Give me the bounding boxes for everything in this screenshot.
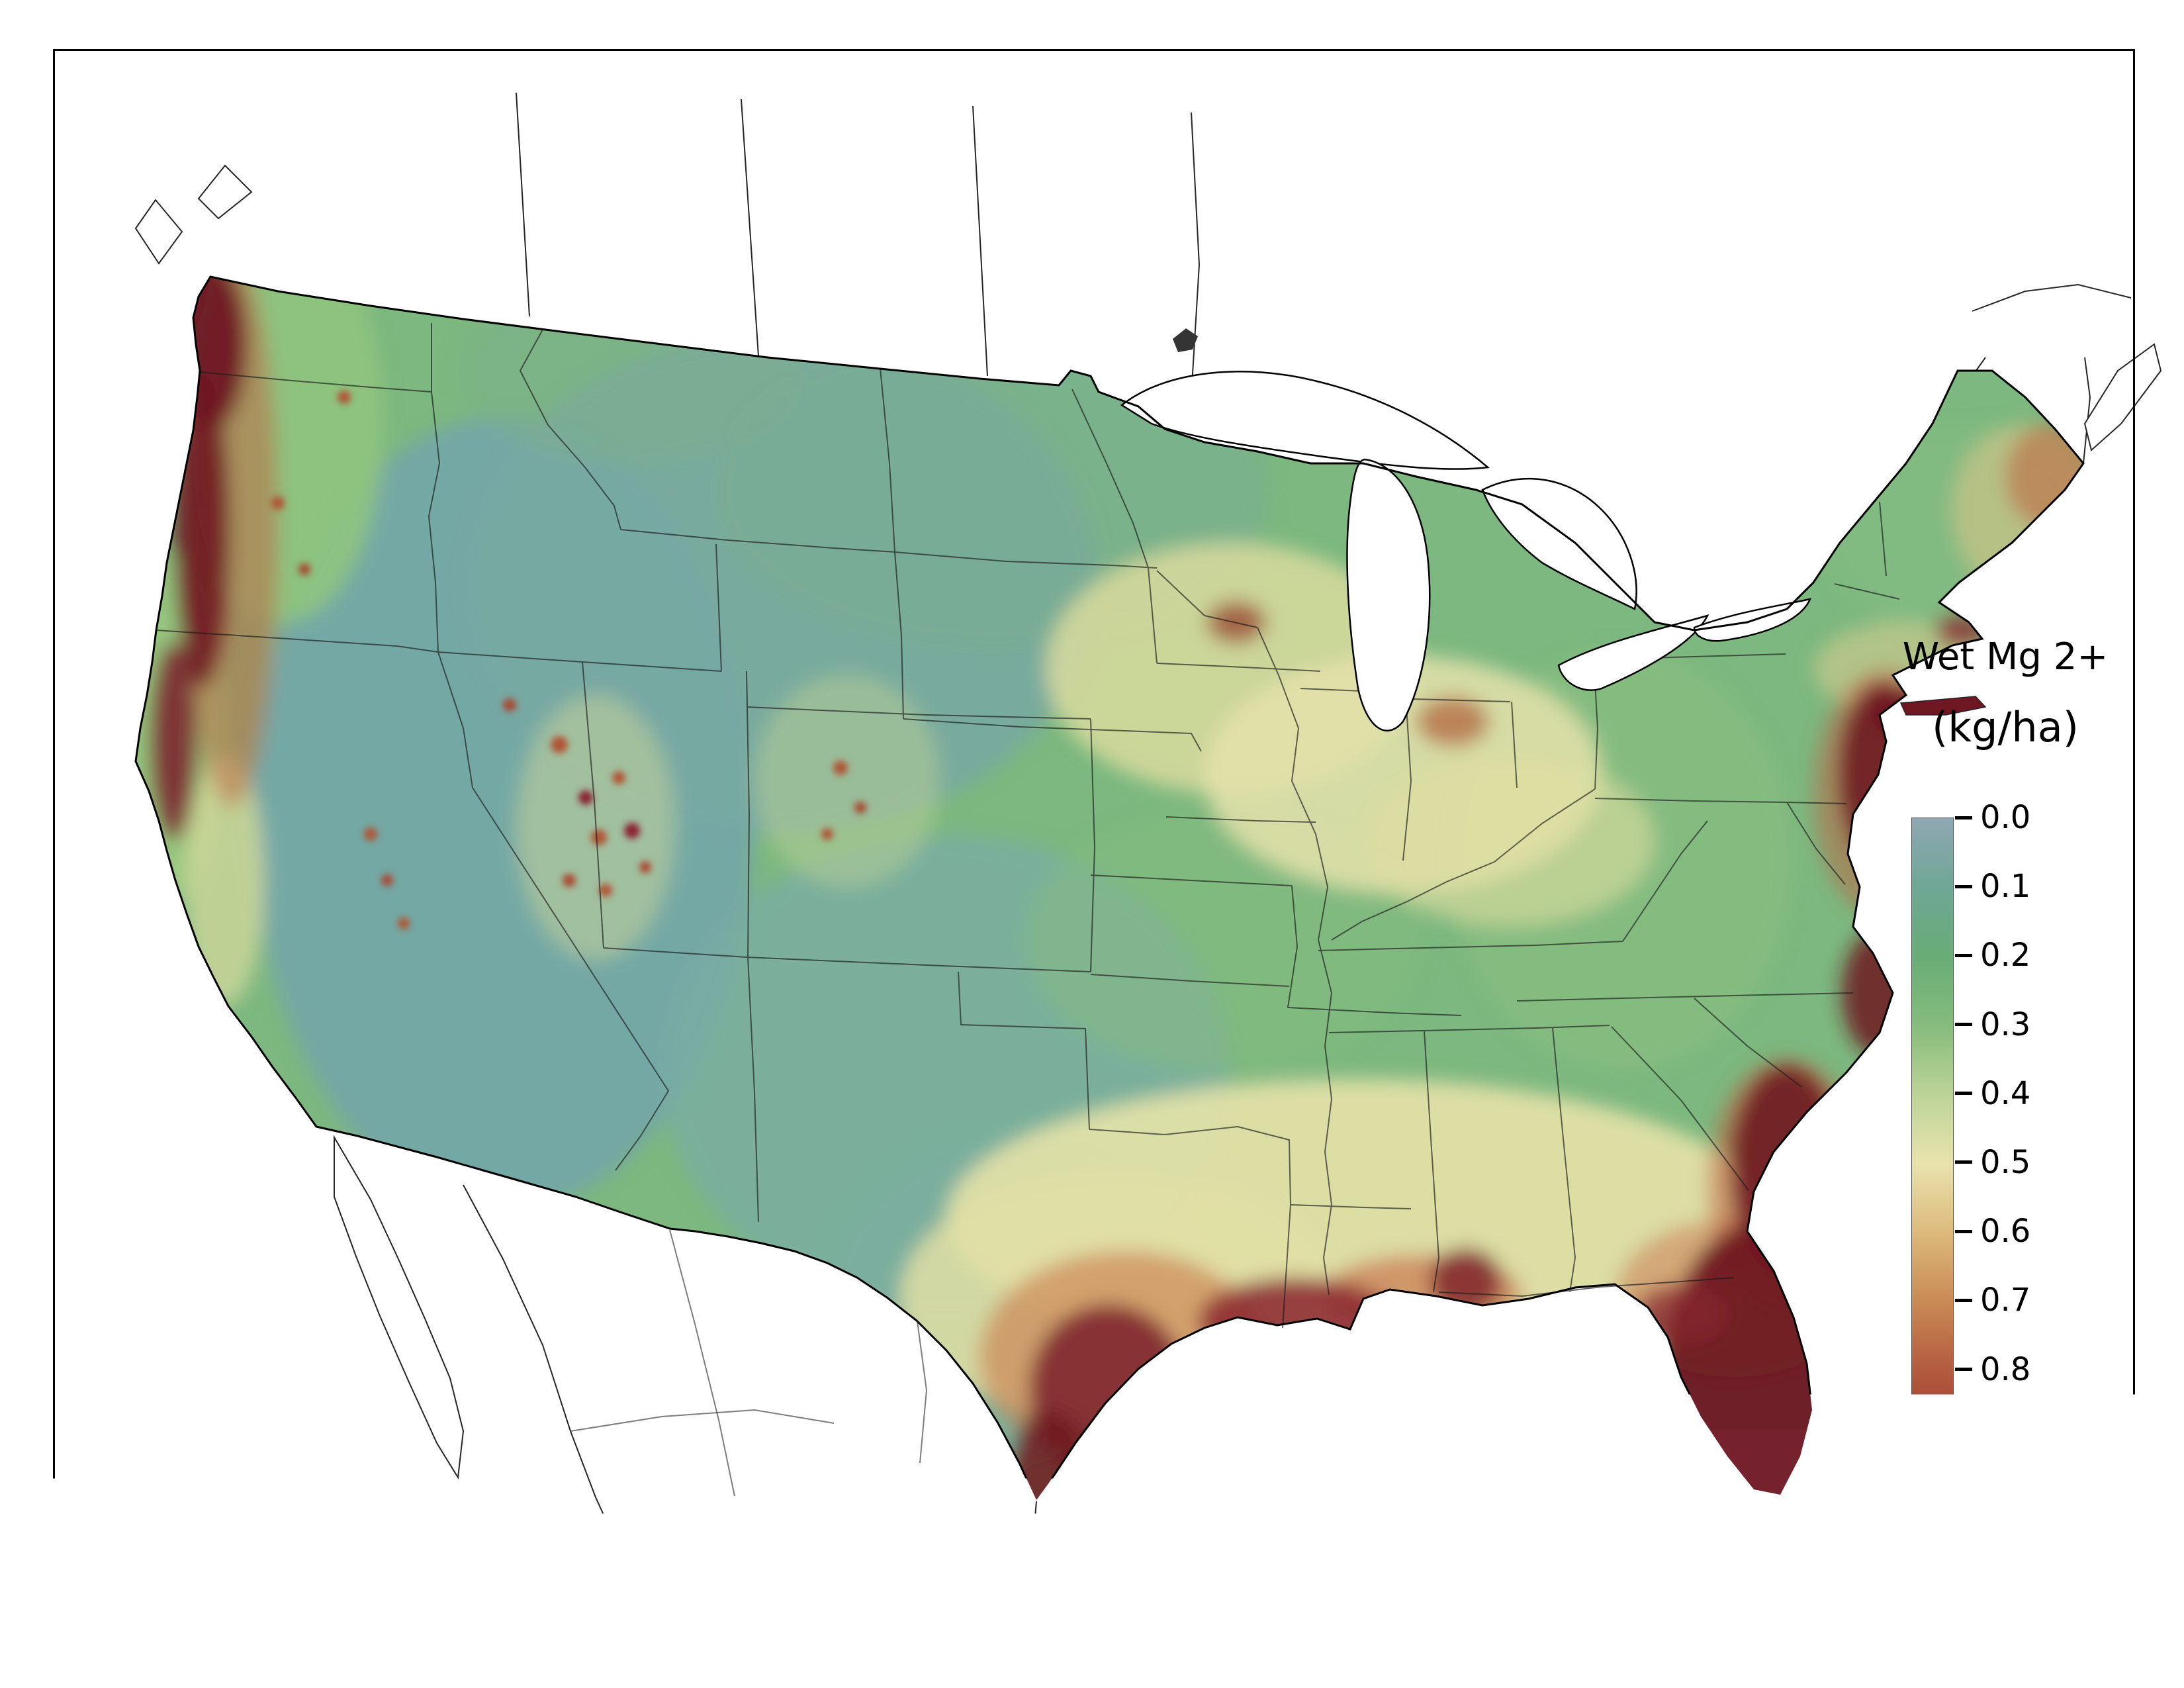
colorbar-tick-mark <box>1955 885 1972 888</box>
figure-title: Wet magnesium deposition 0507 <box>1276 1519 2085 1573</box>
legend-title: Wet Mg 2+ <box>1886 635 2124 679</box>
colorbar-tick: 0.7 <box>1955 1283 2058 1317</box>
colorbar-tick-mark <box>1955 1230 1972 1233</box>
source-text: Source: v2023.01, data: CASTNET/CMAQ/NAD… <box>98 1594 1046 1639</box>
colorbar-tick: 0.6 <box>1955 1214 2058 1248</box>
colorbar-tick: 0.0 <box>1955 800 2058 835</box>
colorbar-tick-label: 0.6 <box>1980 1214 2030 1248</box>
colorbar-tick: 0.9 <box>1955 1421 2058 1456</box>
colorbar-tick-mark <box>1955 1368 1972 1371</box>
colorbar-tick: 0.3 <box>1955 1008 2058 1042</box>
colorbar-tick-label: 0.3 <box>1980 1008 2030 1042</box>
colorbar-tick-label: 0.9 <box>1980 1421 2030 1456</box>
colorbar-tick-mark <box>1955 1160 1972 1164</box>
legend-units: (kg/ha) <box>1886 703 2124 751</box>
colorbar <box>1911 818 1954 1509</box>
colorbar-tick-label: 0.5 <box>1980 1145 2030 1180</box>
colorbar-tick-mark <box>1955 1436 1972 1440</box>
colorbar-tick-label: 0.4 <box>1980 1076 2030 1111</box>
colorbar-tick-mark <box>1955 954 1972 957</box>
colorbar-tick: 0.1 <box>1955 869 2058 904</box>
colorbar-tick-label: 0.1 <box>1980 869 2030 904</box>
colorbar-tick-label: 0.7 <box>1980 1283 2030 1317</box>
agency-text: USEPA 11/03/23 <box>1761 1594 2085 1639</box>
figure-frame <box>53 49 2135 1639</box>
colorbar-tick-mark <box>1955 816 1972 820</box>
colorbar-ticks: 0.0 0.1 0.2 0.3 0.4 0.5 0.6 0.7 0.8 0.9 … <box>1955 800 2058 1524</box>
colorbar-tick: 0.2 <box>1955 938 2058 972</box>
colorbar-tick-mark <box>1955 1023 1972 1026</box>
colorbar-tick-label: 0.0 <box>1980 800 2030 835</box>
colorbar-tick: 0.4 <box>1955 1076 2058 1111</box>
colorbar-tick-mark <box>1955 1092 1972 1095</box>
colorbar-tick-mark <box>1955 1299 1972 1302</box>
colorbar-tick: 0.8 <box>1955 1352 2058 1387</box>
colorbar-tick-label: 0.8 <box>1980 1352 2030 1387</box>
colorbar-tick: 0.5 <box>1955 1145 2058 1180</box>
colorbar-tick-mark <box>1955 1505 1972 1509</box>
colorbar-tick-label: 0.2 <box>1980 938 2030 972</box>
